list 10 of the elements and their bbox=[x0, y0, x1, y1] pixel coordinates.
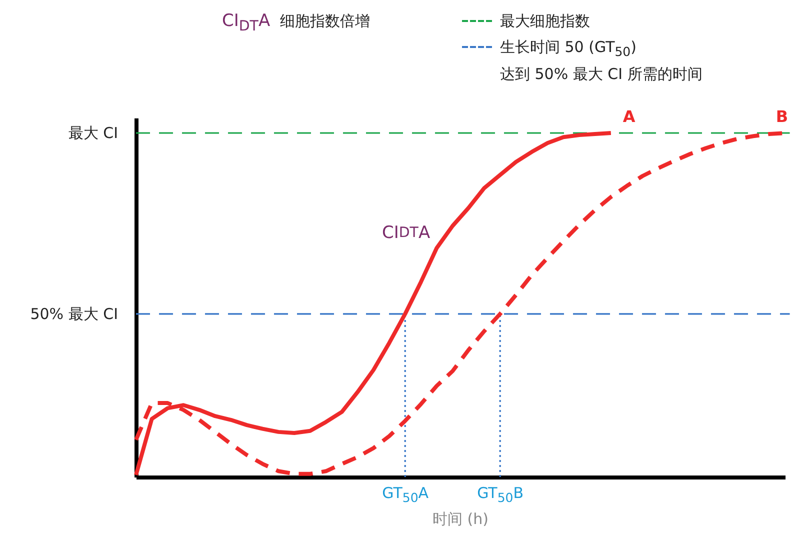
text: CI$_{DT}$A 细胞指数倍增 bbox=[222, 10, 370, 36]
x-tick-label: GT$_{50}$A bbox=[382, 484, 429, 505]
x-tick-label: GT$_{50}$B bbox=[477, 484, 524, 505]
series-label: B bbox=[776, 107, 788, 126]
text: 生长时间 50 (GT$_{50}$) 达到 50% 最大 CI 所需的时间 bbox=[500, 37, 702, 85]
text: 最大细胞指数 bbox=[500, 11, 590, 32]
ref-line-label: 50% 最大 CI bbox=[30, 304, 118, 323]
series-label: A bbox=[622, 107, 636, 126]
ref-line-label: 最大 CI bbox=[68, 124, 118, 142]
x-axis-title: 时间 (h) bbox=[432, 510, 488, 528]
